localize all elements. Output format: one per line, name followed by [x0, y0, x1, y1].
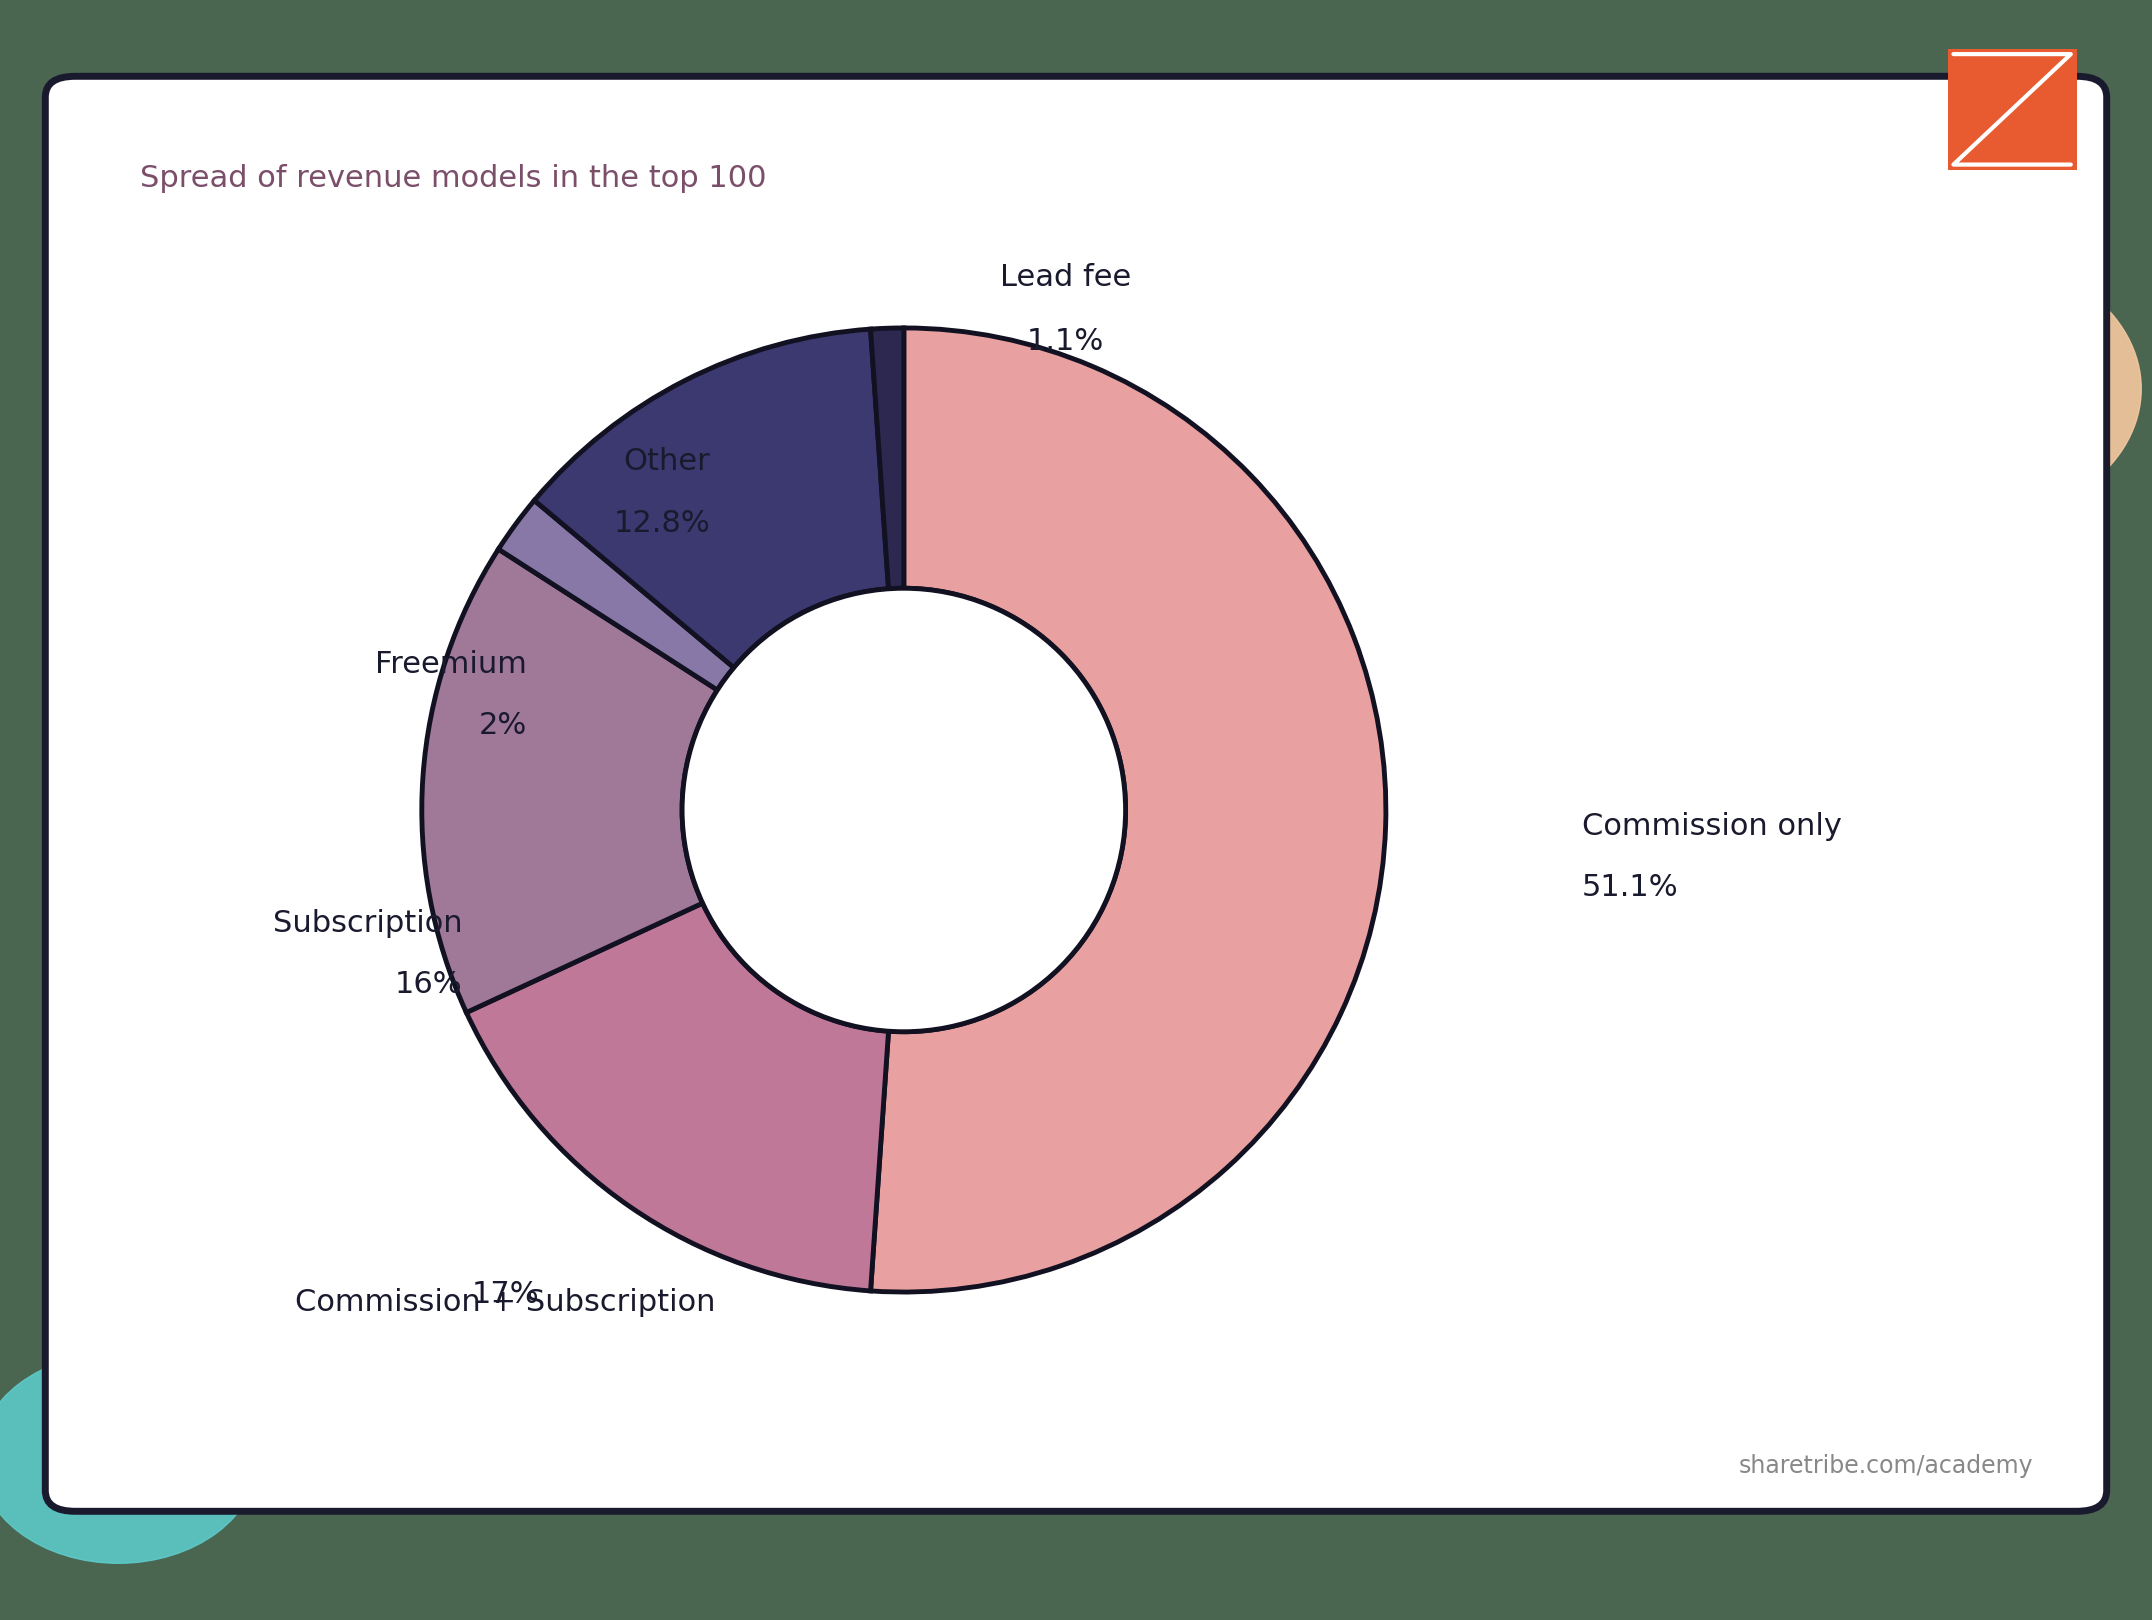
Text: Spread of revenue models in the top 100: Spread of revenue models in the top 100 — [140, 164, 766, 193]
Wedge shape — [872, 327, 1386, 1293]
Text: 16%: 16% — [396, 970, 463, 1000]
Text: 17%: 17% — [471, 1280, 540, 1309]
FancyBboxPatch shape — [45, 76, 2107, 1511]
Text: Other: Other — [624, 447, 710, 476]
Text: Lead fee: Lead fee — [1001, 262, 1130, 292]
Circle shape — [682, 588, 1125, 1032]
Text: Commission + Subscription: Commission + Subscription — [295, 1288, 717, 1317]
Text: Subscription: Subscription — [273, 909, 463, 938]
Wedge shape — [467, 904, 889, 1291]
Wedge shape — [499, 501, 734, 690]
Text: Freemium: Freemium — [374, 650, 527, 679]
Wedge shape — [422, 549, 717, 1012]
Text: sharetribe.com/academy: sharetribe.com/academy — [1739, 1455, 2034, 1477]
Text: Commission only: Commission only — [1582, 812, 1842, 841]
Text: 1.1%: 1.1% — [1027, 327, 1104, 356]
FancyBboxPatch shape — [1941, 42, 2083, 177]
Text: 12.8%: 12.8% — [613, 509, 710, 538]
Text: 2%: 2% — [480, 711, 527, 740]
Wedge shape — [534, 329, 889, 667]
Wedge shape — [872, 327, 904, 588]
Text: 51.1%: 51.1% — [1582, 873, 1679, 902]
